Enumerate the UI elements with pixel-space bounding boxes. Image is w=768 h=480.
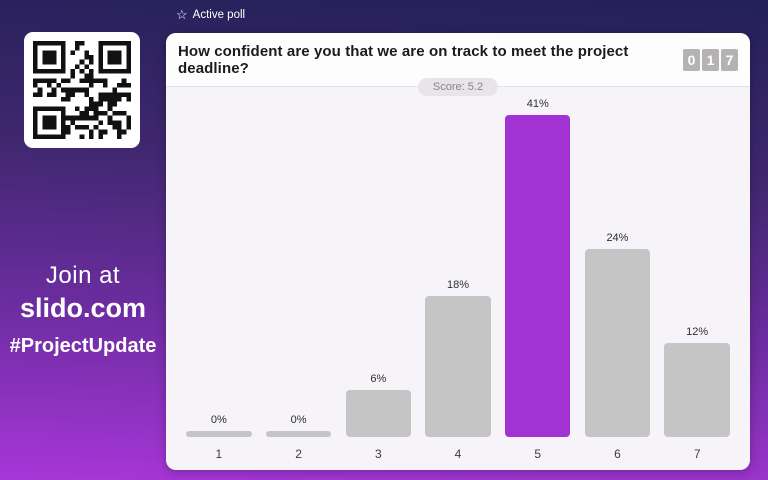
bar xyxy=(425,296,491,437)
bar-value-label: 12% xyxy=(686,326,709,338)
axis-label: 7 xyxy=(693,446,701,461)
bar xyxy=(186,431,252,437)
participants-counter: 0 1 7 xyxy=(683,48,738,71)
active-poll-status: ☆ Active poll xyxy=(176,8,245,21)
star-icon: ☆ xyxy=(176,7,188,22)
bar-value-label: 6% xyxy=(370,373,387,385)
bar xyxy=(265,431,332,437)
join-site-label: slido.com xyxy=(19,293,147,323)
qr-code-image xyxy=(33,41,131,139)
axis-label: 4 xyxy=(454,446,462,461)
active-poll-label: Active poll xyxy=(192,8,246,21)
poll-card: How confident are you that we are on tra… xyxy=(166,33,750,470)
score-badge: Score: 5.2 xyxy=(417,78,499,96)
header-divider: Score: 5.2 xyxy=(166,78,750,96)
bar-column: 41% 5 xyxy=(498,87,578,470)
bar-value-label: 0% xyxy=(210,414,227,426)
bar-value-label: 41% xyxy=(526,98,549,110)
axis-label: 6 xyxy=(614,446,621,461)
poll-question: How confident are you that we are on tra… xyxy=(178,42,629,77)
bar-value-label: 0% xyxy=(290,414,307,426)
poll-card-header: How confident are you that we are on tra… xyxy=(166,33,750,86)
counter-digit: 1 xyxy=(702,48,719,71)
event-hashtag: #ProjectUpdate xyxy=(9,335,157,357)
bar-column: 24% 6 xyxy=(578,87,658,470)
bar xyxy=(664,343,730,437)
bar-column: 18% 4 xyxy=(418,87,498,470)
bar-column: 0% 1 xyxy=(179,87,259,470)
poll-results-chart: 0% 1 0% 2 6% 3 18% 4 41% 5 24% 6 12% 7 xyxy=(166,87,750,470)
axis-label: 2 xyxy=(295,446,302,461)
bar-value-label: 18% xyxy=(447,279,470,291)
bar-value-label: 24% xyxy=(606,232,629,244)
axis-label: 3 xyxy=(374,446,382,461)
counter-digit: 0 xyxy=(683,48,700,71)
bar xyxy=(505,115,571,437)
join-info: Join at slido.com #ProjectUpdate xyxy=(0,262,166,358)
bar xyxy=(584,249,651,437)
bar-column: 6% 3 xyxy=(338,87,418,470)
join-at-label: Join at xyxy=(45,262,121,289)
axis-label: 1 xyxy=(215,446,223,461)
bar-column: 0% 2 xyxy=(259,87,339,470)
counter-digit: 7 xyxy=(721,48,738,71)
axis-label: 5 xyxy=(534,446,542,461)
qr-code xyxy=(24,32,140,148)
bar xyxy=(345,390,411,437)
bar-column: 12% 7 xyxy=(657,87,737,470)
